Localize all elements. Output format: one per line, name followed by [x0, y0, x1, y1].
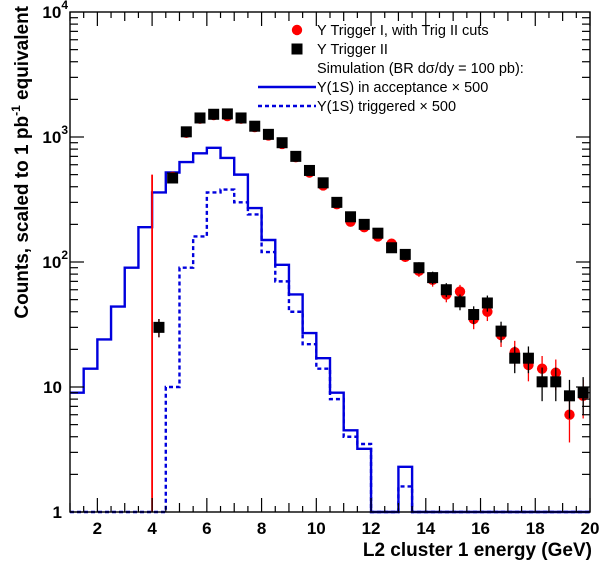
data-point-trigger-ii [276, 137, 288, 149]
data-point-trigger-ii [331, 196, 343, 208]
data-point-trigger-ii [317, 177, 329, 189]
x-tick-label: 16 [471, 519, 490, 538]
data-point-trigger-ii [235, 112, 247, 124]
data-point-trigger-ii [399, 248, 411, 260]
x-tick-label: 20 [581, 519, 600, 538]
legend-label: Υ Trigger II [317, 42, 388, 58]
data-point-trigger-ii [221, 108, 233, 120]
data-point-trigger-ii [509, 352, 521, 364]
data-point-trigger-ii [180, 126, 192, 138]
x-tick-label: 10 [307, 519, 326, 538]
y-tick-label: 102 [42, 248, 68, 272]
data-point-trigger-ii [468, 309, 480, 321]
x-tick-label: 8 [257, 519, 266, 538]
x-tick-label: 6 [202, 519, 211, 538]
y-axis-label: Counts, scaled to 1 pb-1 equivalent [9, 5, 33, 318]
data-point-trigger-ii [194, 112, 206, 124]
data-point-trigger-ii [386, 242, 398, 254]
x-tick-label: 18 [526, 519, 545, 538]
x-tick-label: 4 [147, 519, 157, 538]
data-point-trigger-i [454, 286, 466, 297]
legend-label: Υ Trigger I, with Trig II cuts [317, 23, 489, 39]
x-tick-label: 14 [416, 519, 435, 538]
data-point-trigger-ii [495, 325, 507, 337]
data-point-trigger-ii [372, 227, 384, 239]
data-point-trigger-ii [522, 352, 534, 364]
legend-marker-circle [291, 24, 303, 36]
data-point-trigger-ii [427, 272, 439, 284]
legend: Υ Trigger I, with Trig II cuts Υ Trigger … [258, 23, 524, 115]
y-tick-label: 1 [53, 503, 62, 522]
data-point-trigger-ii [153, 321, 165, 333]
data-point-trigger-ii [440, 284, 452, 296]
data-point-trigger-ii [413, 262, 425, 274]
data-point-trigger-ii [303, 164, 315, 176]
x-tick-label: 12 [362, 519, 381, 538]
data-point-trigger-ii [454, 296, 466, 308]
y-tick-label: 10 [43, 378, 62, 397]
data-point-trigger-ii [345, 211, 357, 223]
data-point-trigger-ii [563, 390, 575, 402]
legend-label: Υ(1S) in acceptance × 500 [317, 80, 488, 96]
legend-marker-square [291, 43, 303, 55]
data-point-trigger-ii [290, 150, 302, 162]
data-point-trigger-ii [208, 108, 220, 120]
data-point-trigger-i [482, 306, 493, 317]
y-tick-label: 104 [42, 0, 68, 22]
axis-ticks: 2 4 6 8 10 12 14 16 18 20 1 10 102 103 104 [42, 0, 599, 538]
x-tick-label: 2 [93, 519, 102, 538]
data-point-trigger-ii [481, 297, 493, 309]
histogram-acceptance [70, 146, 590, 514]
data-point-trigger-ii [262, 128, 274, 140]
legend-label: Υ(1S) triggered × 500 [317, 99, 456, 115]
data-point-trigger-ii [550, 376, 562, 388]
plot-series [70, 108, 590, 514]
legend-label: Simulation (BR dσ/dy = 100 pb): [317, 61, 524, 77]
x-axis-label: L2 cluster 1 energy (GeV) [363, 540, 592, 561]
data-point-trigger-ii [358, 218, 370, 230]
data-point-trigger-ii [167, 172, 179, 184]
data-point-trigger-ii [536, 376, 548, 388]
data-point-trigger-ii [249, 120, 261, 132]
y-tick-label: 103 [42, 123, 68, 147]
